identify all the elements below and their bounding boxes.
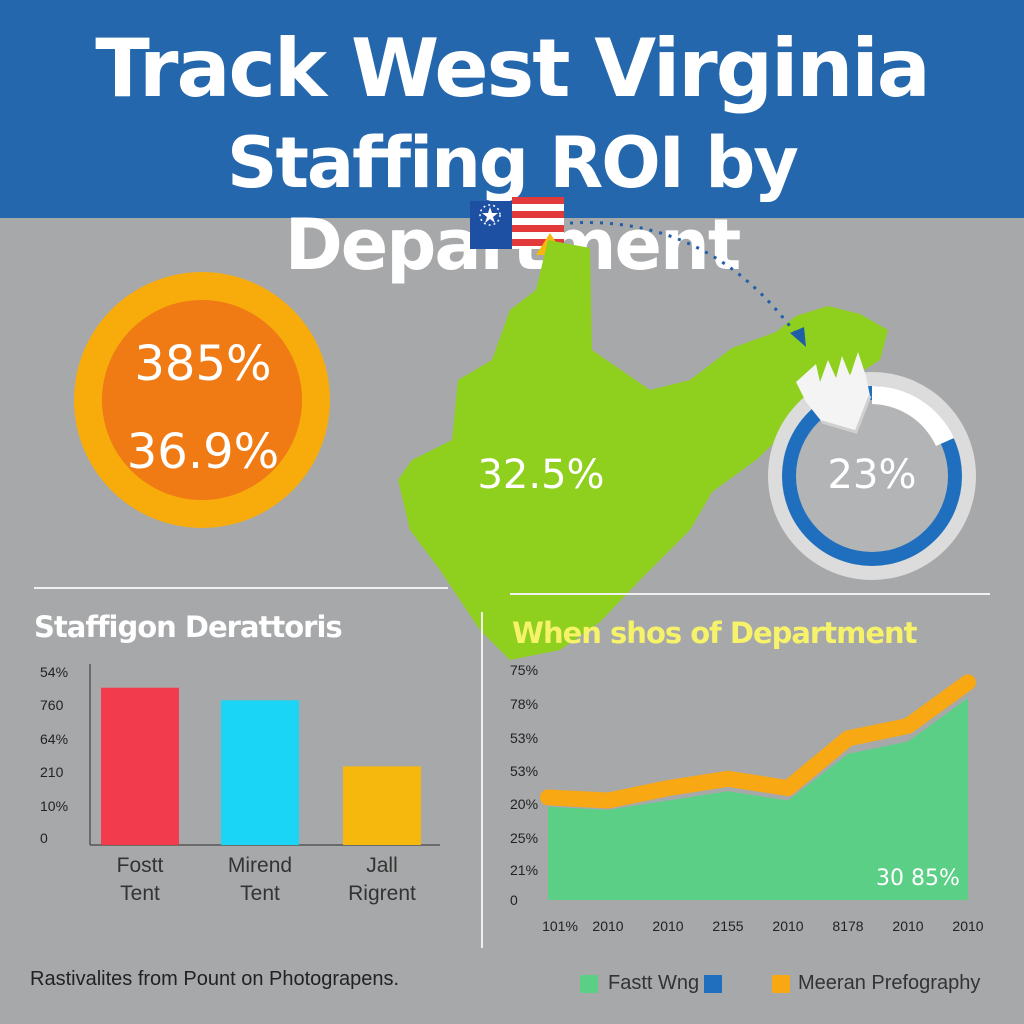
bar-y-tick: 210 [40,764,64,780]
header-banner [0,0,1024,218]
legend-swatch-green [580,975,598,993]
bar [101,687,179,845]
bar-y-tick: 54% [40,664,69,680]
bar-y-tick: 0 [40,830,48,846]
orange-stat-circle [74,272,330,528]
area-x-tick: 2010 [892,918,924,934]
bar-y-tick: 64% [40,731,69,747]
bar-category-label: Fostt Tent [116,854,164,905]
map-stat-value: 32.5% [477,452,605,498]
bar-y-tick: 760 [40,697,64,713]
area-y-tick: 0 [510,892,518,908]
bar [221,700,299,845]
area-y-tick: 25% [510,830,539,846]
legend-swatch-orange [772,975,790,993]
area-x-tick: 2010 [772,918,804,934]
area-x-tick: 8178 [832,918,864,934]
bar-chart-title: Staffigon Derattoris [34,610,343,644]
bar-category-label: Jall Rigrent [348,854,416,905]
west-virginia-map [398,240,888,660]
donut-stat-value: 23% [827,452,917,498]
line-series [540,674,976,809]
area-x-tick: 101% [542,918,578,934]
source-note: Rastivalites from Pount on Photograpens. [30,968,400,990]
area-chart-title: When shos of Department [512,616,917,650]
area-y-tick: 53% [510,763,539,779]
legend-label-1: Fastt Wng [608,972,700,994]
area-y-tick: 78% [510,696,539,712]
area-y-tick: 53% [510,730,539,746]
area-y-tick: 21% [510,862,539,878]
divider-vertical [481,612,483,948]
donut-chart [768,372,976,580]
page-title-line1: Track West Virginia [95,22,930,115]
area-y-tick: 75% [510,662,539,678]
area-y-tick: 20% [510,796,539,812]
bar-category-label: Mirend Tent [227,854,293,905]
bar-y-tick: 10% [40,798,69,814]
bar [343,766,421,845]
arrow-icon [569,221,806,347]
orange-stat-top: 385% [134,336,272,392]
page-title-line2: Staffing ROI by Department [227,122,799,286]
legend-swatch-blue [704,975,722,993]
divider-left [34,587,448,589]
area-x-tick: 2010 [652,918,684,934]
orange-stat-bottom: 36.9% [126,424,280,480]
area-x-tick: 2010 [592,918,624,934]
flag-icon [470,197,564,255]
area-x-tick: 2155 [712,918,744,934]
area-chart-annotation: 30 85% [876,866,960,891]
hand-pointer-icon [796,352,872,434]
legend-label-2: Meeran Prefography [798,972,981,994]
divider-right [510,593,990,595]
area-x-tick: 2010 [952,918,984,934]
